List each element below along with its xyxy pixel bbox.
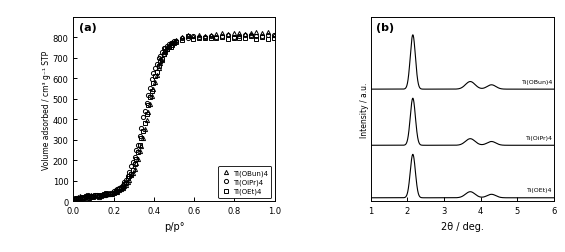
Text: Ti(OEt)4: Ti(OEt)4	[528, 187, 553, 193]
Ti(OiPr)4	[190, 35, 197, 38]
Ti(OBun)4	[71, 197, 78, 200]
Text: (b): (b)	[376, 23, 394, 33]
Y-axis label: Intensity / a.u.: Intensity / a.u.	[360, 82, 370, 137]
Ti(OBun)4	[179, 36, 185, 39]
Y-axis label: Volume adsorbed / cm³ g⁻¹ STP: Volume adsorbed / cm³ g⁻¹ STP	[42, 50, 51, 169]
Ti(OBun)4	[184, 35, 191, 38]
Ti(OEt)4	[224, 38, 231, 41]
Ti(OiPr)4	[184, 38, 191, 41]
Legend: Ti(OBun)4, Ti(OiPr)4, Ti(OEt)4: Ti(OBun)4, Ti(OiPr)4, Ti(OEt)4	[218, 166, 271, 198]
Ti(OBun)4	[224, 34, 231, 37]
Ti(OEt)4	[184, 36, 191, 39]
Ti(OBun)4	[82, 194, 89, 197]
Ti(OEt)4	[270, 37, 277, 40]
Line: Ti(OiPr)4: Ti(OiPr)4	[72, 34, 276, 201]
Ti(OiPr)4	[201, 36, 208, 39]
Ti(OEt)4	[82, 194, 89, 197]
Ti(OiPr)4	[71, 197, 78, 200]
Ti(OEt)4	[195, 37, 202, 40]
Text: Ti(OiPr)4: Ti(OiPr)4	[526, 135, 553, 140]
Ti(OEt)4	[247, 35, 254, 38]
Ti(OBun)4	[264, 31, 271, 34]
Ti(OiPr)4	[79, 198, 85, 201]
X-axis label: p/p°: p/p°	[164, 221, 184, 231]
Ti(OEt)4	[171, 43, 177, 46]
X-axis label: 2θ / deg.: 2θ / deg.	[441, 221, 484, 231]
Text: (a): (a)	[80, 23, 97, 33]
Ti(OiPr)4	[230, 37, 237, 40]
Line: Ti(OBun)4: Ti(OBun)4	[72, 31, 276, 201]
Ti(OBun)4	[270, 35, 277, 38]
Ti(OEt)4	[179, 40, 185, 43]
Ti(OiPr)4	[270, 34, 277, 37]
Ti(OiPr)4	[173, 40, 180, 43]
Ti(OiPr)4	[84, 194, 91, 197]
Ti(OBun)4	[195, 34, 202, 37]
Ti(OBun)4	[171, 41, 177, 44]
Text: Ti(OBun)4: Ti(OBun)4	[521, 79, 553, 84]
Ti(OEt)4	[71, 198, 78, 201]
Ti(OiPr)4	[264, 34, 271, 37]
Line: Ti(OEt)4: Ti(OEt)4	[72, 35, 276, 201]
